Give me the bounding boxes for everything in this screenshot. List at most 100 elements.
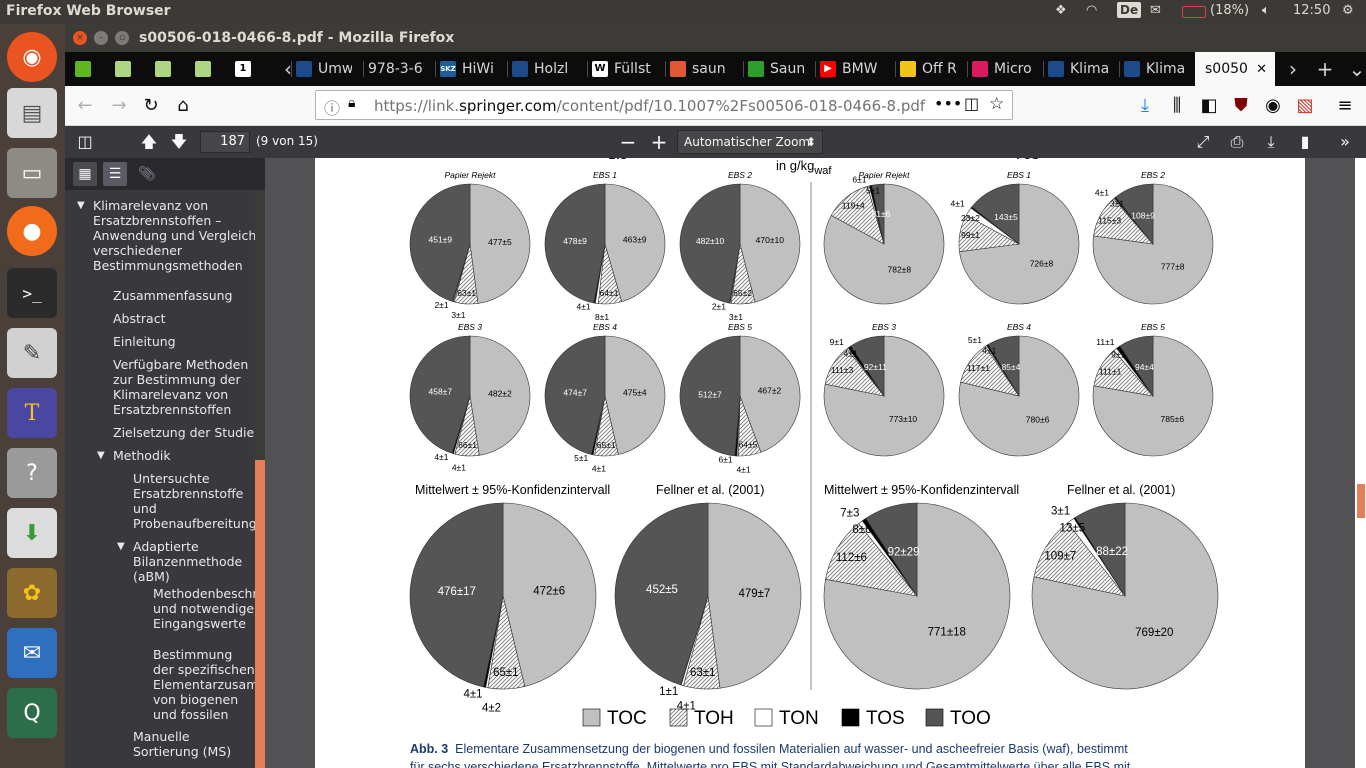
zoom-select[interactable]: Automatischer Zoom ⬍	[677, 130, 823, 154]
outline-expand-toggle-icon[interactable]: ▼	[97, 450, 105, 461]
sidebar-toggle-icon[interactable]: ◧	[1200, 95, 1218, 116]
thumbnails-view-icon[interactable]: ▦	[73, 162, 97, 186]
outline-item[interactable]: Bestimmung der spezifischen Elementarzus…	[153, 647, 257, 722]
unknown-app-icon[interactable]: ?	[7, 448, 57, 498]
back-button[interactable]: ←	[77, 95, 93, 116]
mail-icon[interactable]: ✉	[1150, 3, 1161, 18]
outline-item[interactable]: Methodik	[113, 448, 171, 463]
scroll-tabs-left-icon[interactable]: ‹	[284, 57, 292, 81]
outline-item[interactable]: Verfügbare Methoden zur Bestimmung der K…	[113, 357, 249, 417]
files-icon[interactable]: ▤	[7, 88, 57, 138]
outline-item[interactable]: Untersuchte Ersatzbrennstoffe und Proben…	[133, 471, 257, 531]
outline-view-icon[interactable]: ☰	[103, 162, 127, 186]
tab[interactable]: 978-3-6	[368, 52, 428, 86]
texmaker-icon[interactable]: T	[7, 388, 57, 438]
outline-item[interactable]: Methodenbeschreibung und notwendige Eing…	[153, 586, 257, 631]
outline-item[interactable]: Zusammenfassung	[113, 288, 233, 303]
tab[interactable]: 1	[235, 52, 261, 86]
minimize-window-button[interactable]: –	[94, 31, 108, 45]
scroll-tabs-right-icon[interactable]: ›	[1289, 57, 1297, 81]
viewer-scrollbar-thumb[interactable]	[1357, 484, 1365, 518]
close-window-button[interactable]: ×	[73, 31, 87, 45]
tab[interactable]	[75, 52, 101, 86]
outline-item[interactable]: Adaptierte Bilanzenmethode (aBM)	[133, 539, 243, 584]
previous-page-button[interactable]: 🡅︎	[140, 132, 158, 151]
pdf-viewer[interactable]: TOCBIOin g/kgwafTOCFOSMittelwert ± 95%-K…	[265, 158, 1366, 768]
tab[interactable]: ▶ BMW	[820, 52, 884, 86]
site-info-icon[interactable]: ⓘ	[324, 99, 341, 118]
url-text[interactable]: https://link.springer.com/content/pdf/10…	[374, 97, 926, 115]
tab[interactable]: Klima	[1124, 52, 1184, 86]
tab[interactable]: Off R	[900, 52, 956, 86]
volume-icon[interactable]: 🔈︎	[1262, 3, 1270, 18]
tab[interactable]: saun	[670, 52, 732, 86]
ublock-icon[interactable]: ⛊	[1234, 95, 1248, 116]
bookmark-button[interactable]: ▮	[1300, 132, 1310, 151]
bookmark-star-icon[interactable]: ☆	[989, 94, 1005, 114]
lock-icon[interactable]: 🔒︎	[348, 95, 356, 111]
clock[interactable]: 12:50	[1293, 3, 1331, 18]
viewer-scrollbar[interactable]	[1355, 158, 1366, 768]
drawing-icon[interactable]: ✎	[7, 328, 57, 378]
page-actions-icon[interactable]: •••	[934, 94, 963, 113]
tab[interactable]	[115, 52, 141, 86]
tab-active[interactable]: s0050 ✕	[1195, 52, 1275, 86]
library-icon[interactable]: ⫼	[1172, 95, 1182, 116]
tab[interactable]: Klima	[1048, 52, 1108, 86]
outline-expand-toggle-icon[interactable]: ▼	[117, 541, 125, 552]
outline-item[interactable]: Klimarelevanz von Ersatzbrennstoffen – A…	[93, 198, 257, 273]
tools-button[interactable]: »	[1340, 132, 1350, 151]
reload-button[interactable]: ↻	[143, 95, 159, 116]
battery-icon[interactable]	[1182, 6, 1206, 18]
list-all-tabs-icon[interactable]: ⌄	[1349, 57, 1365, 81]
wifi-icon[interactable]: ◠	[1086, 3, 1098, 18]
gimp-icon[interactable]: ✿	[7, 568, 57, 618]
ubuntu-logo-icon[interactable]: ◉	[7, 32, 57, 82]
figure-caption-line2: für sechs verschiedene Ersatzbrennstoffe…	[410, 760, 1131, 768]
close-tab-icon[interactable]: ✕	[1256, 61, 1267, 77]
presentation-mode-button[interactable]: ⤢	[1196, 132, 1210, 151]
qgis-icon[interactable]: Q	[7, 688, 57, 738]
outline-item[interactable]: Einleitung	[113, 334, 176, 349]
home-button[interactable]: ⌂	[177, 95, 189, 116]
toggle-sidebar-button[interactable]: ◫	[77, 132, 93, 151]
forward-button[interactable]: →	[111, 95, 127, 116]
power-gear-icon[interactable]: ⚙	[1342, 3, 1354, 18]
outline-item[interactable]: Abstract	[113, 311, 166, 326]
url-bar[interactable]: ⓘ 🔒︎ https://link.springer.com/content/p…	[315, 90, 1013, 120]
dropbox-icon[interactable]: ❖	[1055, 3, 1067, 18]
new-tab-button[interactable]: +	[1317, 57, 1333, 81]
next-page-button[interactable]: 🡇︎	[170, 132, 188, 151]
print-button[interactable]: ⎙	[1230, 132, 1244, 151]
hamburger-menu-icon[interactable]: ≡	[1337, 95, 1353, 116]
tab[interactable]: W Füllst	[592, 52, 654, 86]
keyboard-layout-indicator[interactable]: De	[1117, 2, 1142, 18]
file-manager-icon[interactable]: ▭	[7, 148, 57, 198]
save-button[interactable]: ⤓	[1267, 132, 1275, 151]
outline-item[interactable]: Zielsetzung der Studie	[113, 425, 255, 440]
sidebar-scrollbar[interactable]	[255, 190, 265, 768]
maximize-window-button[interactable]: ▫	[115, 31, 129, 45]
tab[interactable]: SKZ HiWi	[440, 52, 496, 86]
pocket-icon[interactable]: ◫	[964, 94, 980, 113]
downloads-icon[interactable]: ⤓	[1141, 95, 1149, 116]
zoom-out-button[interactable]: −	[619, 130, 637, 154]
terminal-icon[interactable]: >_	[7, 268, 57, 318]
tab[interactable]: Umw	[296, 52, 352, 86]
zoom-in-button[interactable]: +	[650, 130, 668, 154]
thunderbird-icon[interactable]: ✉	[7, 628, 57, 678]
outline-item[interactable]: Manuelle Sortierung (MS)	[133, 729, 232, 759]
tab[interactable]: Saun	[748, 52, 804, 86]
tab[interactable]: Micro	[972, 52, 1032, 86]
page-number-input[interactable]: 187	[200, 131, 250, 153]
outline-expand-toggle-icon[interactable]: ▼	[77, 200, 85, 211]
tab[interactable]	[195, 52, 221, 86]
sidebar-scrollbar-thumb[interactable]	[255, 190, 265, 460]
pdf-extension-icon[interactable]: ▧	[1296, 95, 1314, 116]
tab[interactable]: Holzl	[512, 52, 572, 86]
software-installer-icon[interactable]: ⬇	[7, 508, 57, 558]
firefox-icon[interactable]: ●	[7, 206, 57, 256]
attachments-view-icon[interactable]: 📎︎	[138, 166, 156, 182]
account-icon[interactable]: ◉	[1265, 95, 1281, 116]
tab[interactable]	[155, 52, 181, 86]
